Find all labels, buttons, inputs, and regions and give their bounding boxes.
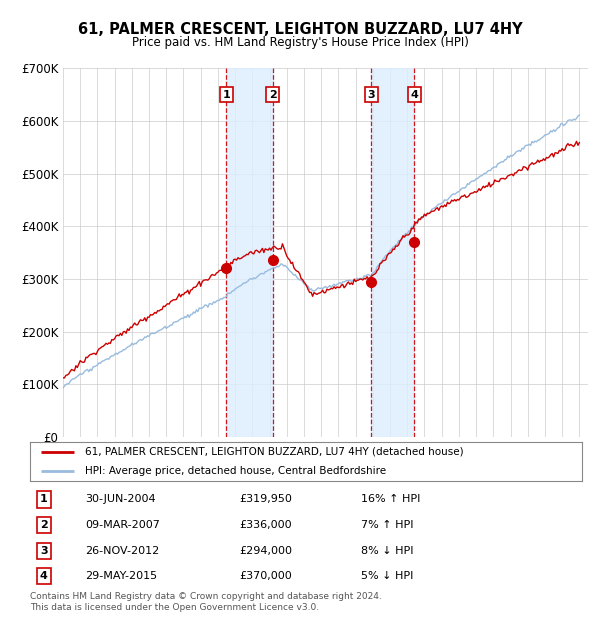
Bar [226,68,272,437]
Text: £319,950: £319,950 [240,495,293,505]
Text: 1: 1 [40,495,47,505]
Bar [371,68,415,437]
Text: 2: 2 [40,520,47,530]
Text: 2: 2 [269,89,277,100]
Text: Price paid vs. HM Land Registry's House Price Index (HPI): Price paid vs. HM Land Registry's House … [131,36,469,49]
Text: 7% ↑ HPI: 7% ↑ HPI [361,520,414,530]
Text: 61, PALMER CRESCENT, LEIGHTON BUZZARD, LU7 4HY (detached house): 61, PALMER CRESCENT, LEIGHTON BUZZARD, L… [85,446,464,457]
Text: 30-JUN-2004: 30-JUN-2004 [85,495,156,505]
Text: 8% ↓ HPI: 8% ↓ HPI [361,546,414,556]
Text: 3: 3 [367,89,375,100]
Text: 1: 1 [223,89,230,100]
Text: £370,000: £370,000 [240,571,293,581]
Text: 29-MAY-2015: 29-MAY-2015 [85,571,157,581]
Text: 3: 3 [40,546,47,556]
Text: 61, PALMER CRESCENT, LEIGHTON BUZZARD, LU7 4HY: 61, PALMER CRESCENT, LEIGHTON BUZZARD, L… [77,22,523,37]
Text: 4: 4 [40,571,48,581]
Text: 4: 4 [410,89,418,100]
Text: 09-MAR-2007: 09-MAR-2007 [85,520,160,530]
Text: £294,000: £294,000 [240,546,293,556]
Text: HPI: Average price, detached house, Central Bedfordshire: HPI: Average price, detached house, Cent… [85,466,386,476]
Text: Contains HM Land Registry data © Crown copyright and database right 2024.
This d: Contains HM Land Registry data © Crown c… [30,592,382,611]
Text: 16% ↑ HPI: 16% ↑ HPI [361,495,421,505]
Text: £336,000: £336,000 [240,520,292,530]
Text: 5% ↓ HPI: 5% ↓ HPI [361,571,413,581]
Text: 26-NOV-2012: 26-NOV-2012 [85,546,160,556]
